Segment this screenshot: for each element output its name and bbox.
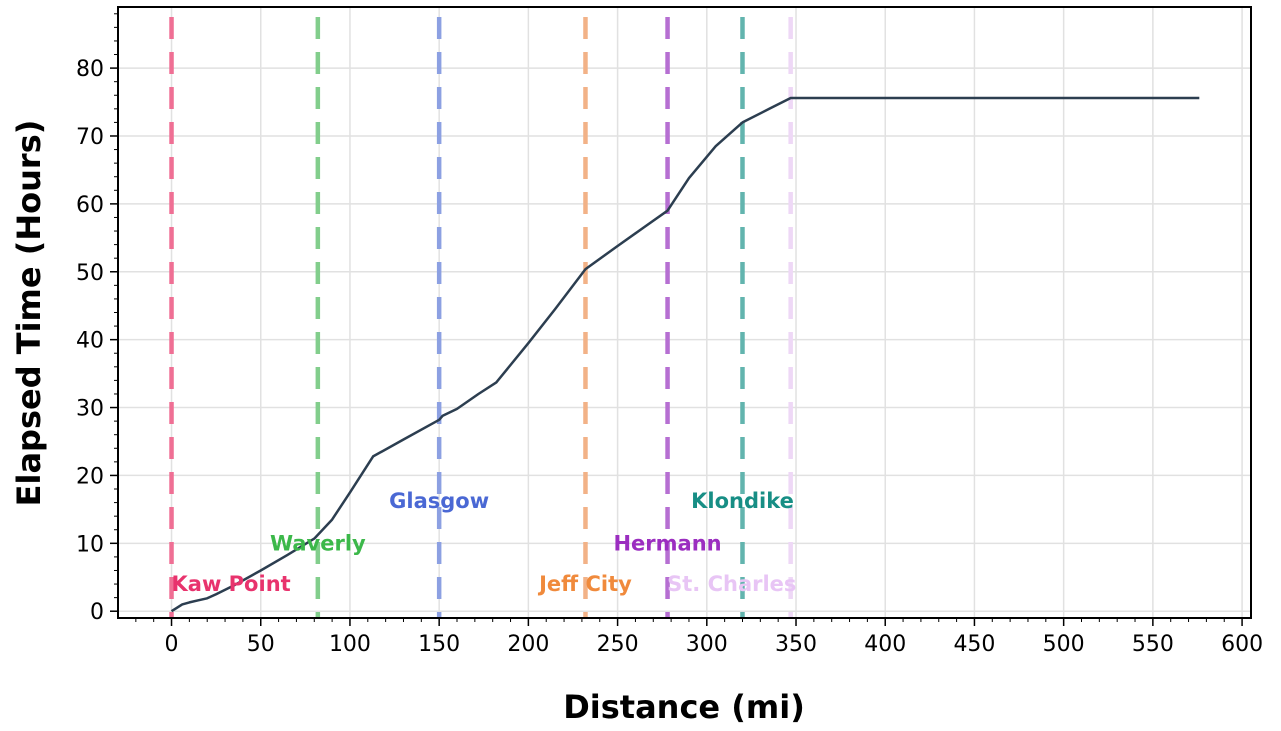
x-tick-label: 250 (597, 632, 639, 657)
y-tick-label: 80 (76, 57, 104, 82)
x-tick-label: 200 (507, 632, 549, 657)
tick-labels: 0 50 100 150 200 250 300 350 400 450 500 550 600 0 10 2… (76, 57, 1263, 657)
x-tick-label: 350 (775, 632, 817, 657)
marker-label: Hermann (613, 531, 721, 555)
y-tick-label: 40 (76, 329, 104, 354)
x-tick-label: 100 (329, 632, 371, 657)
grid-lines (118, 7, 1251, 618)
plot-frame (117, 6, 1252, 619)
x-tick-label: 500 (1043, 632, 1085, 657)
x-tick-label: 150 (418, 632, 460, 657)
y-tick-label: 10 (76, 532, 104, 557)
landmark-markers (169, 17, 793, 618)
y-tick-label: 70 (76, 125, 104, 150)
x-tick-label: 450 (953, 632, 995, 657)
x-tick-label: 400 (864, 632, 906, 657)
y-tick-label: 0 (90, 600, 104, 625)
marker-label: Klondike (691, 489, 794, 513)
marker-label: Waverly (270, 531, 366, 555)
marker-label: Jeff City (537, 572, 632, 596)
y-tick-label: 20 (76, 464, 104, 489)
x-tick-label: 300 (686, 632, 728, 657)
y-tick-label: 50 (76, 261, 104, 286)
marker-label: Glasgow (389, 489, 489, 513)
x-tick-label: 50 (247, 632, 275, 657)
data-series (170, 96, 1200, 613)
x-tick-label: 600 (1221, 632, 1263, 657)
x-axis-label: Distance (mi) (563, 688, 805, 726)
landmark-labels: Kaw Point Waverly Glasgow Jeff City Hermann K… (172, 489, 797, 596)
x-tick-label: 550 (1132, 632, 1174, 657)
x-tick-label: 0 (165, 632, 179, 657)
elapsed-time-line (170, 96, 1200, 613)
y-tick-label: 60 (76, 193, 104, 218)
marker-label: Kaw Point (172, 572, 291, 596)
axes (110, 6, 1252, 626)
marker-label: St. Charles (667, 572, 796, 596)
y-axis-label: Elapsed Time (Hours) (10, 120, 48, 507)
y-tick-label: 30 (76, 397, 104, 422)
